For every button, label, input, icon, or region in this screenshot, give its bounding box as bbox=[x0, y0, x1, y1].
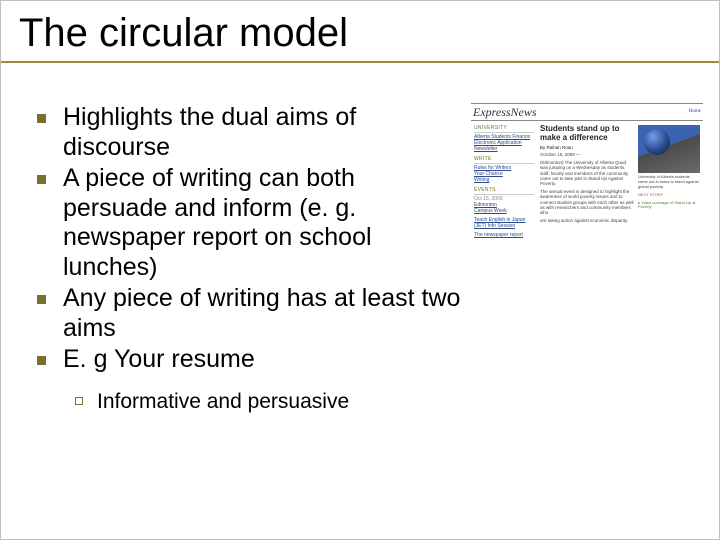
clip-side-link: Writing bbox=[474, 177, 489, 183]
clip-columns: UNIVERSITY Alberta Students Finance Elec… bbox=[471, 121, 703, 238]
clip-main: Students stand up to make a difference B… bbox=[537, 123, 703, 238]
clip-article: Students stand up to make a difference B… bbox=[540, 125, 638, 238]
clip-photo bbox=[638, 125, 700, 173]
clip-video-label: Video coverage of Stand Up at Poverty bbox=[638, 200, 696, 210]
sub-bullet-item: Informative and persuasive bbox=[71, 389, 461, 414]
clip-side-link: Campus Week bbox=[474, 208, 507, 214]
bullet-item: A piece of writing can both persuade and… bbox=[31, 164, 461, 282]
clip-side-link: Newsletter bbox=[474, 146, 498, 152]
clip-side-heading: UNIVERSITY bbox=[474, 125, 534, 133]
clip-paragraph: are taking action against economic dispa… bbox=[540, 218, 635, 223]
bullet-list: Highlights the dual aims of discourse A … bbox=[31, 103, 461, 375]
clip-masthead-title: ExpressNews bbox=[473, 105, 537, 119]
clip-side-heading: EVENTS bbox=[474, 187, 534, 195]
clip-paragraph: (Edmonton) The University of Alberta Qua… bbox=[540, 160, 635, 187]
clip-caption: University of Alberta students came out … bbox=[638, 175, 700, 189]
bullet-item: Highlights the dual aims of discourse bbox=[31, 103, 461, 162]
clip-home-link: Home bbox=[689, 109, 701, 115]
newspaper-clip: ExpressNews Home UNIVERSITY Alberta Stud… bbox=[471, 103, 703, 363]
clip-side-link: Teach English in Japan (JET) Info Sessio… bbox=[474, 217, 525, 229]
title-area: The circular model bbox=[1, 1, 719, 57]
clip-sidebar: UNIVERSITY Alberta Students Finance Elec… bbox=[471, 123, 537, 238]
slide: The circular model Highlights the dual a… bbox=[0, 0, 720, 540]
clip-paragraph: October 15, 2009 — bbox=[540, 152, 635, 157]
page-title: The circular model bbox=[19, 11, 701, 55]
clip-paragraph: The annual event is designed to highligh… bbox=[540, 189, 635, 216]
text-column: Highlights the dual aims of discourse A … bbox=[31, 103, 461, 414]
bullet-item: E. g Your resume bbox=[31, 345, 461, 375]
clip-byline: By Raihan Roan bbox=[540, 145, 635, 150]
bullet-item: Any piece of writing has at least two ai… bbox=[31, 284, 461, 343]
clip-side-link: The newspaper report bbox=[474, 232, 523, 238]
clip-photo-column: University of Alberta students came out … bbox=[638, 125, 700, 238]
clip-headline: Students stand up to make a difference bbox=[540, 125, 635, 143]
clip-side-heading: WRITE bbox=[474, 156, 534, 164]
clip-masthead: ExpressNews Home bbox=[471, 103, 703, 121]
clip-related-label: NEXT STORY bbox=[638, 192, 663, 197]
sub-bullet-list: Informative and persuasive bbox=[31, 389, 461, 414]
body: Highlights the dual aims of discourse A … bbox=[1, 63, 719, 414]
image-column: ExpressNews Home UNIVERSITY Alberta Stud… bbox=[461, 103, 709, 414]
